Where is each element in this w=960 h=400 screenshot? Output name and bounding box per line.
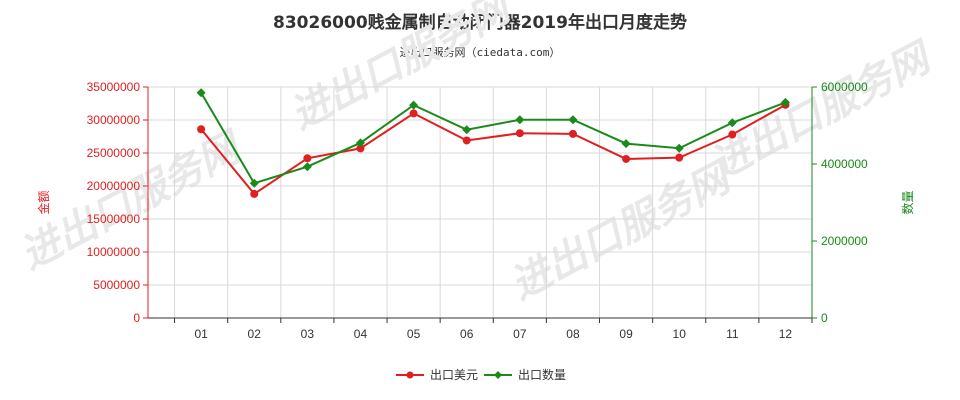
data-point (728, 130, 737, 139)
right-tick-label: 4000000 (821, 157, 868, 171)
x-tick-label: 10 (673, 327, 687, 341)
right-tick-label: 6000000 (821, 80, 868, 94)
legend-marker-quantity (494, 371, 502, 379)
x-tick-label: 05 (407, 327, 421, 341)
data-point (515, 115, 525, 125)
right-axis-title: 数量 (900, 190, 915, 214)
data-point (674, 143, 684, 153)
data-point (249, 178, 259, 188)
series-export-usd (197, 100, 790, 198)
chart-subtitle: 进出口服务网（ciedata.com） (400, 45, 561, 59)
series-line (200, 92, 786, 185)
right-tick-label: 0 (821, 311, 828, 325)
series-export-quantity (196, 88, 790, 188)
x-tick-label: 06 (460, 327, 474, 341)
data-point (197, 125, 206, 134)
axes (147, 87, 813, 319)
right-tick-label: 2000000 (821, 234, 868, 248)
x-tick-label: 08 (566, 327, 580, 341)
left-tick-label: 10000000 (87, 245, 141, 259)
legend-item-export-usd[interactable]: 出口美元 (396, 368, 478, 382)
chart-title: 83026000贱金属制自动闭门器2019年出口月度走势 (273, 12, 687, 33)
x-tick-label: 03 (301, 327, 315, 341)
data-point (622, 154, 631, 163)
legend-label-usd: 出口美元 (430, 368, 478, 382)
x-tick-label: 07 (513, 327, 527, 341)
legend-label-quantity: 出口数量 (518, 367, 566, 382)
left-tick-label: 25000000 (87, 146, 141, 160)
data-point (568, 115, 578, 125)
data-point (250, 189, 259, 198)
data-point (515, 129, 524, 138)
data-point (356, 144, 365, 153)
left-tick-label: 0 (133, 311, 140, 325)
legend-marker-usd (406, 371, 414, 379)
legend-item-export-quantity[interactable]: 出口数量 (484, 367, 566, 382)
left-tick-label: 20000000 (87, 179, 141, 193)
data-point (621, 139, 631, 149)
data-point (409, 100, 419, 110)
left-axis-ticks: 0 5000000 10000000 15000000 20000000 25000000… (87, 80, 148, 325)
data-point (355, 138, 365, 148)
data-point (409, 109, 418, 118)
left-tick-label: 15000000 (87, 212, 141, 226)
left-tick-label: 30000000 (87, 113, 141, 127)
data-point (727, 118, 737, 128)
data-point (780, 97, 790, 107)
left-tick-label: 35000000 (87, 80, 141, 94)
series-layer (196, 88, 790, 198)
watermark-layer: 进出口服务网 进出口服务网 进出口服务网 进出口服务网 (13, 0, 942, 309)
data-point (196, 88, 206, 98)
data-point (462, 136, 471, 145)
data-point (462, 125, 472, 135)
x-tick-label: 12 (779, 327, 793, 341)
left-axis-title: 金额 (36, 190, 51, 214)
left-tick-label: 5000000 (93, 278, 140, 292)
data-point (568, 129, 577, 138)
series-line (200, 103, 786, 196)
grid-lines (148, 86, 813, 319)
x-tick-label: 09 (619, 327, 633, 341)
legend: 出口美元 出口数量 (396, 367, 566, 382)
x-tick-label: 02 (248, 327, 262, 341)
data-point (302, 162, 312, 172)
x-tick-label: 01 (194, 327, 208, 341)
x-tick-label: 04 (354, 327, 368, 341)
x-tick-label: 11 (726, 327, 739, 341)
data-point (675, 153, 684, 162)
right-axis-ticks: 0 2000000 4000000 6000000 (812, 80, 868, 325)
x-axis-ticks: 01 02 03 04 05 06 07 08 09 10 11 12 (174, 318, 813, 341)
data-point (303, 154, 312, 163)
